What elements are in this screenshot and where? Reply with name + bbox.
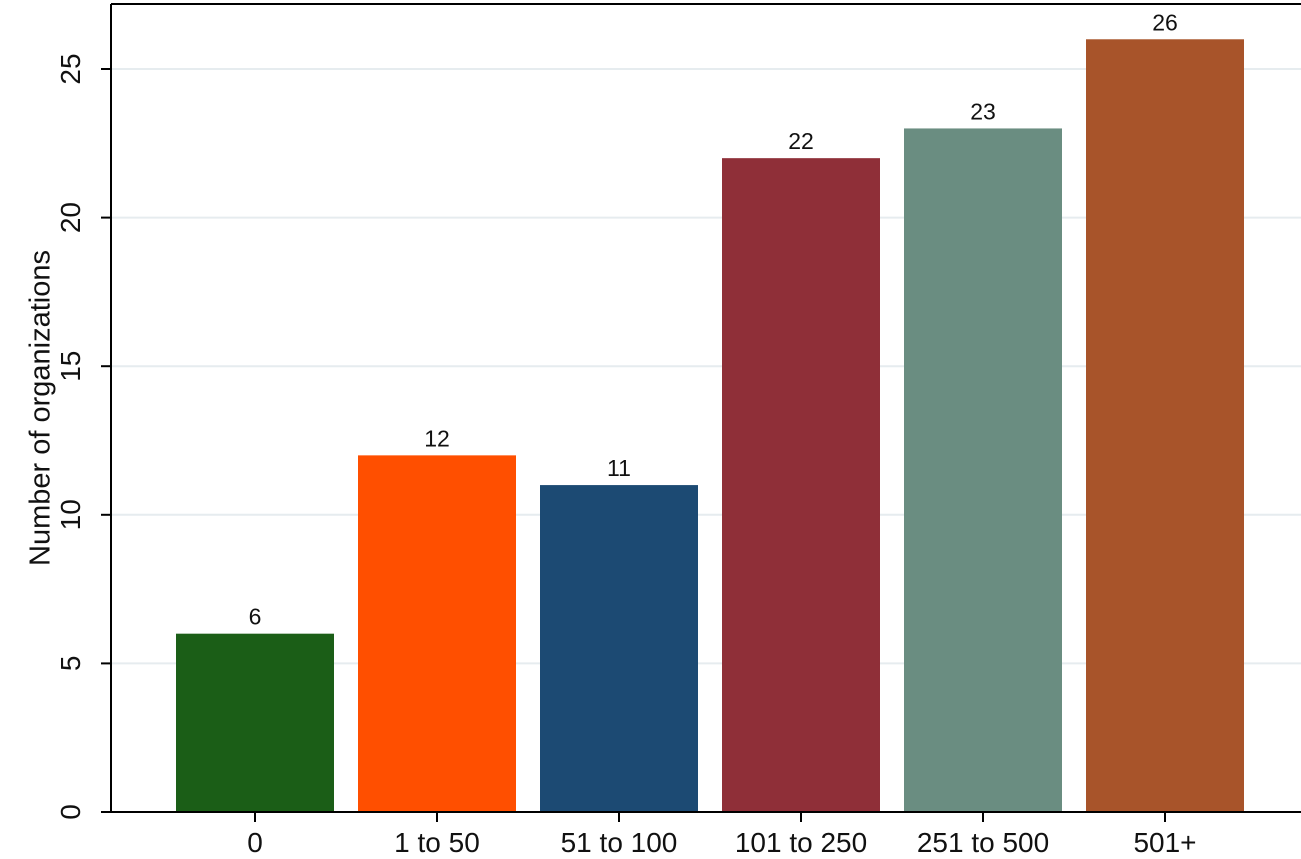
bar-value-label: 6 xyxy=(249,604,262,630)
bar xyxy=(904,128,1062,812)
x-ticks: 0 1 to 50 51 to 100 101 to 250 251 to 500 501… xyxy=(247,812,1197,858)
y-tick-label: 25 xyxy=(55,53,86,84)
x-tick-label: 51 to 100 xyxy=(561,827,678,858)
bar-value-labels: 6 12 11 22 23 26 xyxy=(249,9,1178,629)
bar-value-label: 26 xyxy=(1152,9,1178,35)
y-tick-label: 0 xyxy=(55,804,86,820)
bar xyxy=(358,455,516,812)
x-tick-label: 1 to 50 xyxy=(394,827,480,858)
axes xyxy=(110,3,1301,813)
x-tick-label: 501+ xyxy=(1133,827,1196,858)
x-tick-label: 101 to 250 xyxy=(735,827,867,858)
y-tick-label: 5 xyxy=(55,656,86,672)
bar xyxy=(722,158,880,812)
y-tick-label: 10 xyxy=(55,499,86,530)
y-axis-title: Number of organizations xyxy=(25,250,57,566)
bar-value-label: 22 xyxy=(788,128,814,154)
bar-value-label: 11 xyxy=(607,455,631,481)
y-ticks: 0 5 10 15 20 25 xyxy=(55,53,111,820)
x-tick-label: 0 xyxy=(247,827,263,858)
y-tick-label: 15 xyxy=(55,351,86,382)
bar xyxy=(1086,39,1244,812)
bar xyxy=(540,485,698,812)
bars xyxy=(176,39,1244,812)
bar xyxy=(176,633,334,812)
x-tick-label: 251 to 500 xyxy=(917,827,1049,858)
y-tick-label: 20 xyxy=(55,202,86,233)
bar-value-label: 12 xyxy=(424,425,450,451)
bar-value-label: 23 xyxy=(970,98,996,124)
